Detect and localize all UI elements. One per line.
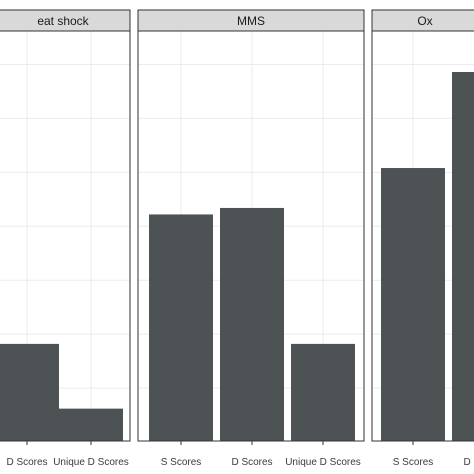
facet-strip-label: Ox [417,14,432,28]
x-tick-label: S Scores [393,457,434,468]
facet-strip-label: MMS [237,14,265,28]
bar-d-scores [452,72,474,441]
x-tick-label: D Scores [231,457,272,468]
x-tick-label: D Scores [6,457,47,468]
facet-strip-label: eat shock [37,14,89,28]
x-tick-label: Unique D Scores [53,457,129,468]
panel-border [371,30,474,442]
x-tick-label: S Scores [161,457,202,468]
x-tick-label: Unique D Scores [285,457,361,468]
bar-unique-d-scores [291,343,355,441]
panel-border [0,30,131,442]
panel-border [137,30,365,442]
bar-s-scores [149,214,213,441]
bar-d-scores [0,343,59,441]
x-tick-label: D Scores [463,457,474,468]
bar-unique-d-scores [59,408,123,441]
bar-s-scores [381,168,445,442]
bar-d-scores [220,207,284,441]
